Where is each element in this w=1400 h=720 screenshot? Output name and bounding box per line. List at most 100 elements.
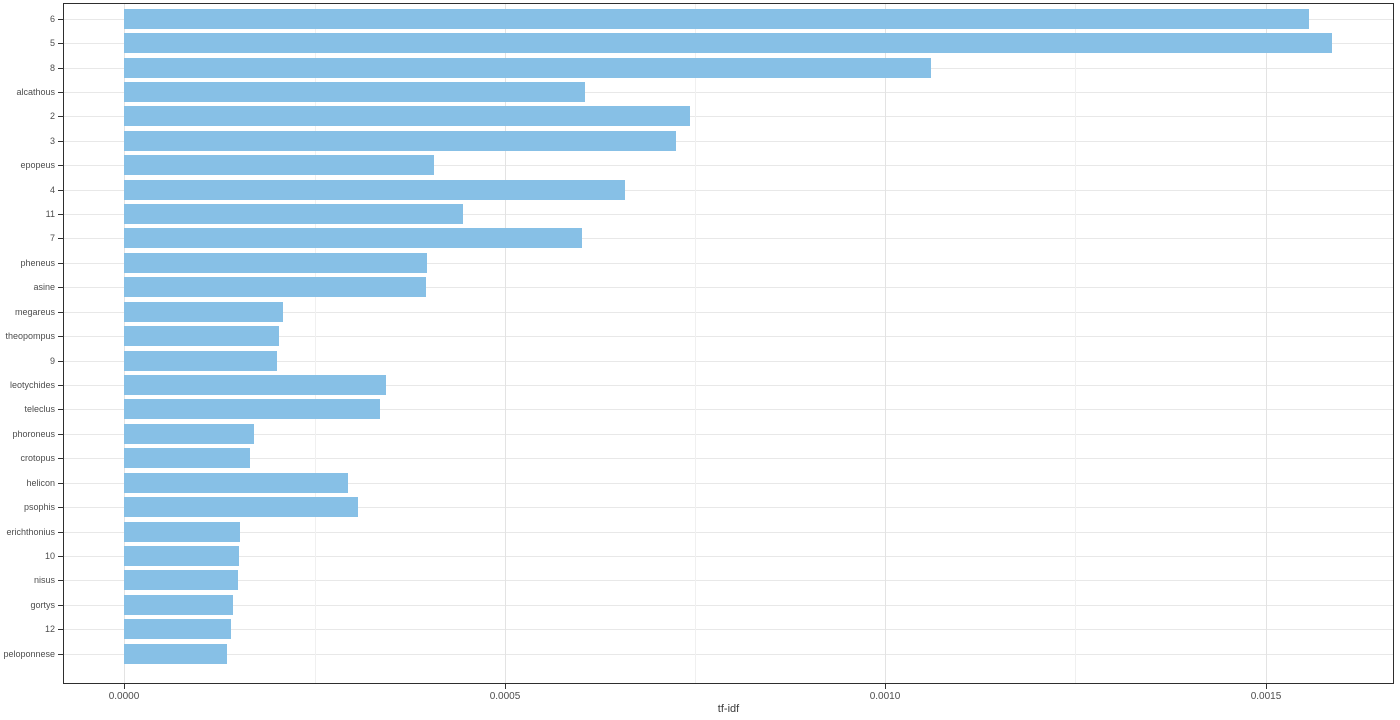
x-axis-title: tf-idf — [717, 703, 740, 715]
y-axis-label: 3 — [49, 136, 55, 146]
y-axis-label: teleclus — [24, 404, 55, 414]
gridline-y — [64, 263, 1393, 264]
y-axis-label: megareus — [14, 307, 55, 317]
bar — [124, 424, 254, 444]
y-tick-mark — [58, 263, 64, 264]
y-axis-label: psophis — [23, 502, 55, 512]
y-tick-mark — [58, 287, 64, 288]
bar — [124, 58, 931, 78]
y-axis-label: nisus — [33, 575, 55, 585]
bar — [124, 180, 625, 200]
bar — [124, 619, 231, 639]
y-axis-label: pheneus — [20, 258, 55, 268]
x-tick-mark — [505, 684, 506, 689]
gridline-y — [64, 287, 1393, 288]
gridline-y — [64, 312, 1393, 313]
gridline-y — [64, 483, 1393, 484]
gridline-y — [64, 434, 1393, 435]
bar — [124, 131, 676, 151]
bar — [124, 375, 386, 395]
bar — [124, 253, 427, 273]
bar — [124, 302, 283, 322]
y-axis-label: 10 — [44, 551, 55, 561]
bar — [124, 497, 358, 517]
y-tick-mark — [58, 605, 64, 606]
bar — [124, 546, 239, 566]
gridline-x-minor — [695, 4, 696, 683]
gridline-x-major — [505, 4, 506, 683]
y-axis-label: 7 — [49, 233, 55, 243]
gridline-y — [64, 629, 1393, 630]
y-tick-mark — [58, 629, 64, 630]
y-tick-mark — [58, 336, 64, 337]
y-axis-label: phoroneus — [12, 429, 55, 439]
gridline-y — [64, 238, 1393, 239]
y-axis-label: 9 — [49, 356, 55, 366]
x-tick-mark — [1266, 684, 1267, 689]
y-axis-label: 6 — [49, 14, 55, 24]
y-tick-mark — [58, 190, 64, 191]
gridline-y — [64, 116, 1393, 117]
gridline-y — [64, 409, 1393, 410]
y-tick-mark — [58, 19, 64, 20]
gridline-y — [64, 556, 1393, 557]
y-tick-mark — [58, 92, 64, 93]
gridline-y — [64, 190, 1393, 191]
y-tick-mark — [58, 214, 64, 215]
y-tick-mark — [58, 116, 64, 117]
plot-panel — [63, 3, 1394, 684]
x-tick-mark — [885, 684, 886, 689]
gridline-y — [64, 532, 1393, 533]
y-tick-mark — [58, 361, 64, 362]
y-axis-label: theopompus — [5, 331, 55, 341]
gridline-y — [64, 92, 1393, 93]
bar — [124, 33, 1332, 53]
gridline-y — [64, 385, 1393, 386]
bar — [124, 473, 348, 493]
y-axis-label: gortys — [30, 600, 55, 610]
bar — [124, 155, 434, 175]
y-axis-label: 12 — [44, 624, 55, 634]
bar — [124, 228, 582, 248]
bar — [124, 399, 380, 419]
gridline-y — [64, 654, 1393, 655]
bar — [124, 204, 463, 224]
y-tick-mark — [58, 458, 64, 459]
gridline-y — [64, 336, 1393, 337]
y-tick-mark — [58, 385, 64, 386]
x-tick-label: 0.0005 — [489, 691, 521, 702]
y-tick-mark — [58, 507, 64, 508]
gridline-y — [64, 141, 1393, 142]
gridline-x-minor — [1075, 4, 1076, 683]
y-tick-mark — [58, 409, 64, 410]
x-tick-label: 0.0015 — [1250, 691, 1282, 702]
bar — [124, 448, 250, 468]
x-tick-label: 0.0000 — [108, 691, 140, 702]
bar — [124, 644, 227, 664]
bar — [124, 9, 1309, 29]
y-axis-label: 5 — [49, 38, 55, 48]
bar — [124, 277, 426, 297]
gridline-y — [64, 507, 1393, 508]
bar — [124, 570, 238, 590]
y-tick-mark — [58, 43, 64, 44]
gridline-y — [64, 214, 1393, 215]
gridline-x-major — [885, 4, 886, 683]
y-axis-label: 4 — [49, 185, 55, 195]
y-axis-label: 11 — [45, 209, 55, 219]
bar — [124, 595, 233, 615]
y-axis-label: asine — [33, 282, 55, 292]
x-tick-label: 0.0010 — [869, 691, 901, 702]
y-axis-label: alcathous — [16, 87, 55, 97]
gridline-y — [64, 165, 1393, 166]
y-tick-mark — [58, 580, 64, 581]
y-tick-mark — [58, 141, 64, 142]
y-tick-mark — [58, 654, 64, 655]
y-tick-mark — [58, 434, 64, 435]
y-tick-mark — [58, 68, 64, 69]
gridline-x-minor — [315, 4, 316, 683]
bar — [124, 82, 585, 102]
y-tick-mark — [58, 165, 64, 166]
y-axis-label: erichthonius — [6, 527, 55, 537]
